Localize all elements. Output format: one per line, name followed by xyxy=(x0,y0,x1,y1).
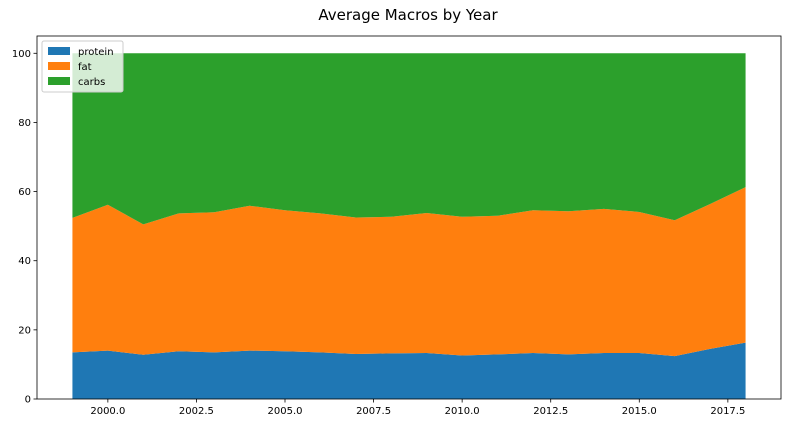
y-tick-label: 100 xyxy=(12,49,31,60)
y-tick-label: 40 xyxy=(18,256,31,267)
y-tick-label: 60 xyxy=(18,187,31,198)
x-tick-label: 2012.5 xyxy=(533,406,568,417)
chart-title: Average Macros by Year xyxy=(318,6,498,24)
x-tick-label: 2015.0 xyxy=(622,406,657,417)
y-tick-label: 80 xyxy=(18,118,31,129)
x-tick-label: 2002.5 xyxy=(179,406,214,417)
legend-swatch-fat xyxy=(48,62,70,70)
legend: protein fat carbs xyxy=(41,40,124,93)
legend-label-fat: fat xyxy=(78,62,92,73)
area-carbs xyxy=(72,53,746,225)
area-fat xyxy=(72,187,746,357)
x-tick-label: 2007.5 xyxy=(356,406,391,417)
legend-label-carbs: carbs xyxy=(78,77,105,88)
y-axis: 0 20 40 60 80 100 xyxy=(12,49,37,406)
x-tick-label: 2017.5 xyxy=(710,406,745,417)
y-tick-label: 20 xyxy=(18,325,31,336)
y-tick-label: 0 xyxy=(25,395,31,406)
x-tick-label: 2005.0 xyxy=(268,406,303,417)
x-tick-label: 2000.0 xyxy=(90,406,125,417)
axes-frame xyxy=(36,35,782,400)
legend-label-protein: protein xyxy=(78,47,114,58)
area-protein xyxy=(72,342,746,399)
x-tick-label: 2010.0 xyxy=(445,406,480,417)
legend-swatch-protein xyxy=(48,47,70,55)
area-layer xyxy=(72,53,746,399)
legend-swatch-carbs xyxy=(48,77,70,85)
x-axis: 2000.0 2002.5 2005.0 2007.5 2010.0 2012.5 2015… xyxy=(90,399,745,417)
